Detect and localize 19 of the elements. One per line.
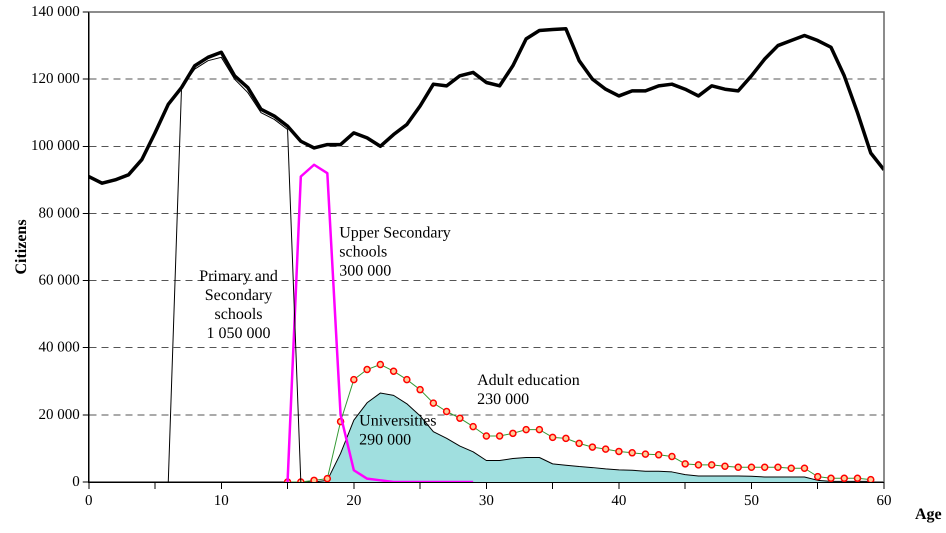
x-tick-label: 0 — [85, 492, 92, 509]
y-tick-label: 100 000 — [31, 138, 80, 154]
x-tick-label: 60 — [876, 492, 892, 509]
y-tick-label: 140 000 — [31, 4, 80, 20]
x-tick-label: 50 — [744, 492, 759, 509]
y-tick-label: 80 000 — [38, 205, 80, 222]
x-axis-title: Age — [915, 506, 942, 524]
y-tick-label: 0 — [72, 474, 80, 490]
y-tick-label: 40 000 — [38, 340, 80, 356]
x-tick-label: 30 — [478, 492, 494, 509]
x-tick-label: 20 — [346, 492, 362, 509]
y-axis-title: Citizens — [13, 219, 30, 275]
annotation: Upper Secondary schools 300 000 — [339, 224, 451, 280]
x-tick-label: 40 — [611, 492, 626, 509]
x-tick-label: 10 — [214, 492, 229, 509]
annotation: Adult education 230 000 — [477, 372, 580, 408]
y-tick-label: 20 000 — [38, 406, 80, 423]
y-tick-label: 60 000 — [38, 272, 80, 289]
y-tick-label: 120 000 — [31, 71, 80, 88]
